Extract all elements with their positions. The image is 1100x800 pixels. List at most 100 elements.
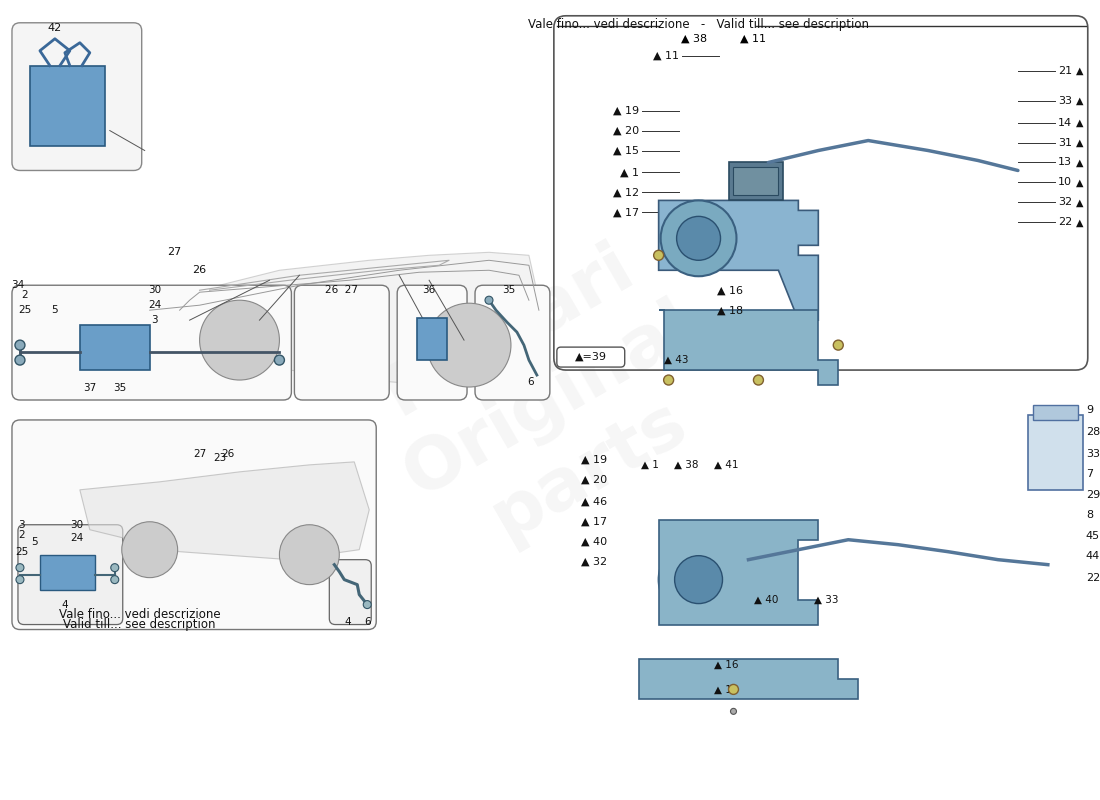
Text: ▲ 17: ▲ 17 [581, 517, 607, 526]
Text: 22: 22 [1086, 573, 1100, 582]
Text: ▲: ▲ [1076, 218, 1084, 227]
Bar [734, 167, 779, 195]
Text: ▲ 46: ▲ 46 [581, 497, 607, 506]
Text: 5: 5 [32, 537, 39, 546]
Circle shape [274, 355, 285, 365]
Circle shape [663, 375, 673, 385]
Text: ▲: ▲ [1076, 66, 1084, 76]
Text: 23: 23 [213, 453, 227, 463]
Text: ▲: ▲ [1076, 158, 1084, 167]
Text: 27: 27 [192, 449, 206, 459]
Text: 3: 3 [152, 315, 158, 325]
Bar [1027, 415, 1082, 490]
Text: Ferrari
Original
parts: Ferrari Original parts [352, 220, 746, 580]
FancyBboxPatch shape [329, 560, 371, 625]
Circle shape [834, 340, 844, 350]
Polygon shape [80, 462, 370, 560]
Circle shape [754, 375, 763, 385]
Circle shape [674, 556, 723, 603]
Circle shape [730, 708, 737, 714]
Text: 25: 25 [19, 305, 32, 315]
Polygon shape [659, 520, 818, 625]
FancyBboxPatch shape [295, 286, 389, 400]
Text: 22: 22 [1058, 218, 1072, 227]
Text: Vale fino... vedi descrizione: Vale fino... vedi descrizione [59, 608, 220, 621]
Text: ▲ 19: ▲ 19 [613, 106, 639, 115]
Text: ▲ 18: ▲ 18 [717, 305, 744, 315]
Text: ▲ 1: ▲ 1 [619, 167, 639, 178]
Text: ▲ 20: ▲ 20 [613, 126, 639, 135]
Text: ▲ 17: ▲ 17 [613, 207, 639, 218]
FancyBboxPatch shape [557, 347, 625, 367]
Text: 6: 6 [528, 377, 535, 387]
Text: ▲ 11: ▲ 11 [652, 50, 679, 61]
FancyBboxPatch shape [397, 286, 468, 400]
Text: 35: 35 [113, 383, 127, 393]
Text: 34: 34 [11, 280, 24, 290]
FancyBboxPatch shape [12, 286, 292, 400]
Text: 30: 30 [70, 520, 84, 530]
Text: 4: 4 [62, 599, 68, 610]
Text: 13: 13 [1058, 158, 1071, 167]
Text: 26: 26 [192, 266, 207, 275]
Text: ▲ 16: ▲ 16 [714, 659, 738, 670]
Text: ▲ 40: ▲ 40 [581, 537, 607, 546]
Text: ▲ 16: ▲ 16 [717, 286, 744, 295]
Text: 3: 3 [19, 520, 25, 530]
Text: 26: 26 [221, 449, 234, 459]
Bar [40, 554, 95, 590]
Text: 28: 28 [1086, 427, 1100, 437]
Circle shape [15, 355, 25, 365]
Circle shape [199, 300, 279, 380]
Circle shape [485, 296, 493, 304]
Circle shape [676, 216, 720, 260]
Bar [80, 325, 150, 370]
Text: 45: 45 [1086, 530, 1100, 541]
Polygon shape [659, 201, 818, 320]
Text: 30: 30 [148, 286, 162, 295]
Text: 32: 32 [1058, 198, 1071, 207]
Circle shape [16, 576, 24, 584]
Text: ▲ 41: ▲ 41 [714, 460, 738, 470]
Polygon shape [145, 252, 539, 385]
Text: ▲ 18: ▲ 18 [714, 685, 738, 694]
Text: ▲=39: ▲=39 [575, 352, 607, 362]
Text: 33: 33 [1058, 96, 1071, 106]
FancyBboxPatch shape [18, 525, 123, 625]
Bar [1033, 405, 1078, 420]
Circle shape [111, 564, 119, 572]
Text: 9: 9 [1086, 405, 1093, 415]
Circle shape [111, 576, 119, 584]
Polygon shape [659, 310, 838, 385]
Text: 42: 42 [47, 22, 62, 33]
Circle shape [16, 564, 24, 572]
Text: ▲ 20: ▲ 20 [581, 475, 607, 485]
Text: 36: 36 [422, 286, 436, 295]
Text: 5: 5 [52, 305, 58, 315]
Circle shape [15, 340, 25, 350]
Text: 24: 24 [148, 300, 162, 310]
Text: 29: 29 [1086, 490, 1100, 500]
Text: 37: 37 [84, 383, 97, 393]
Text: 35: 35 [503, 286, 516, 295]
Text: 4: 4 [344, 617, 351, 626]
Text: ▲: ▲ [1076, 178, 1084, 187]
Text: ▲ 43: ▲ 43 [664, 355, 689, 365]
Text: ▲ 38: ▲ 38 [681, 34, 706, 44]
Bar [30, 66, 105, 146]
Text: 8: 8 [1086, 510, 1093, 520]
Text: Vale fino... vedi descrizione   -   Valid till... see description: Vale fino... vedi descrizione - Valid ti… [528, 18, 869, 31]
Text: 27: 27 [167, 247, 182, 258]
Text: 24: 24 [70, 533, 84, 542]
Text: ▲ 32: ▲ 32 [581, 557, 607, 566]
Text: 25: 25 [15, 546, 29, 557]
Text: ▲ 15: ▲ 15 [613, 146, 639, 155]
Text: ▲ 33: ▲ 33 [814, 594, 838, 605]
Text: ▲ 38: ▲ 38 [674, 460, 698, 470]
Circle shape [363, 601, 371, 609]
Text: 26  27: 26 27 [324, 286, 358, 295]
Polygon shape [639, 659, 858, 699]
Text: ▲ 1: ▲ 1 [641, 460, 659, 470]
Text: 2: 2 [22, 290, 29, 300]
Text: ▲ 40: ▲ 40 [754, 594, 779, 605]
